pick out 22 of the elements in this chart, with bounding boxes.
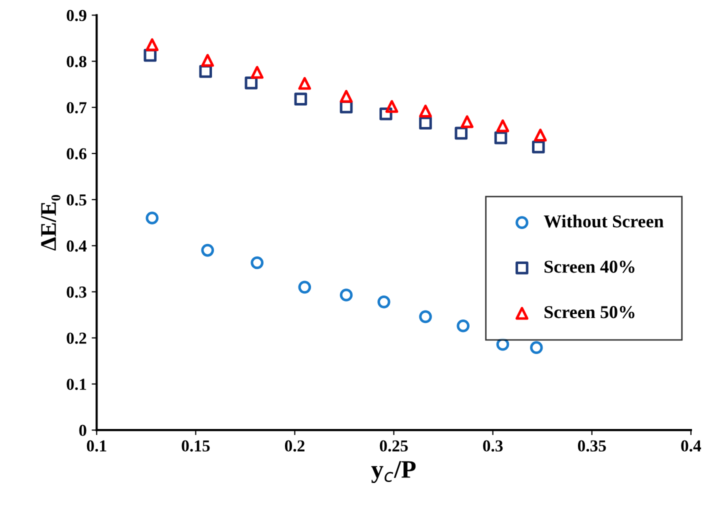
y-tick-label: 0.7 bbox=[66, 102, 87, 114]
legend-label: Without Screen bbox=[544, 214, 664, 228]
y-tick-label: 0.6 bbox=[66, 148, 86, 160]
y-tick-label: 0.1 bbox=[66, 378, 86, 390]
x-tick-label: 0.1 bbox=[86, 440, 106, 452]
x-tick-label: 0.4 bbox=[681, 440, 702, 452]
y-tick-label: 0.3 bbox=[66, 286, 86, 298]
legend-label: Screen 40% bbox=[544, 260, 634, 273]
y-tick-label: 0 bbox=[79, 424, 86, 436]
x-tick-label: 0.15 bbox=[182, 440, 210, 452]
y-tick-label: 0.2 bbox=[66, 332, 86, 344]
y-tick-label: 0.9 bbox=[66, 10, 86, 22]
legend-label: Screen 50% bbox=[544, 306, 634, 318]
y-tick-label: 0.4 bbox=[66, 240, 87, 252]
y-tick-label: 0.5 bbox=[66, 194, 86, 206]
x-axis-title: y$_{c}$/P bbox=[371, 461, 416, 484]
x-tick-label: 0.25 bbox=[380, 440, 408, 452]
x-tick-label: 0.35 bbox=[578, 440, 606, 452]
y-tick-label: 0.8 bbox=[66, 56, 86, 68]
y-axis-title: ΔE/E₀ bbox=[41, 194, 60, 251]
x-tick-label: 0.3 bbox=[483, 440, 503, 452]
x-tick-label: 0.2 bbox=[284, 440, 304, 452]
